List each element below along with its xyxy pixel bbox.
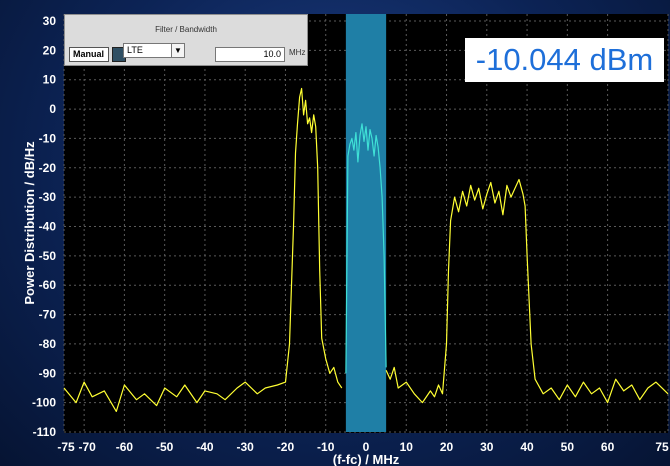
y-tick-label: -60 bbox=[39, 278, 57, 292]
y-tick-label: -90 bbox=[39, 366, 57, 380]
x-tick-label: -50 bbox=[156, 440, 174, 454]
x-tick-label: -20 bbox=[277, 440, 295, 454]
x-tick-label: 50 bbox=[561, 440, 575, 454]
x-tick-label: 75 bbox=[655, 440, 669, 454]
y-tick-label: -20 bbox=[39, 161, 57, 175]
x-tick-label: -60 bbox=[116, 440, 134, 454]
y-tick-label: -50 bbox=[39, 249, 57, 263]
filter-mode-value: LTE bbox=[127, 45, 143, 55]
manual-button[interactable]: Manual bbox=[69, 47, 109, 62]
x-tick-label: 40 bbox=[520, 440, 534, 454]
x-tick-label: 0 bbox=[363, 440, 370, 454]
channel-highlight-band bbox=[345, 14, 387, 432]
x-tick-label: -30 bbox=[237, 440, 255, 454]
bandwidth-unit-label: MHz bbox=[289, 48, 306, 57]
y-tick-label: -70 bbox=[39, 308, 57, 322]
channel-power-readout: -10.044 dBm bbox=[465, 38, 664, 82]
y-tick-label: 30 bbox=[43, 14, 57, 28]
chevron-down-icon[interactable]: ▼ bbox=[171, 44, 184, 57]
y-axis-label: Power Distribution / dB/Hz bbox=[22, 141, 37, 305]
y-tick-label: 0 bbox=[49, 102, 56, 116]
x-tick-label: 20 bbox=[440, 440, 454, 454]
bandwidth-input[interactable]: 10.0 bbox=[215, 47, 285, 62]
y-tick-label: 20 bbox=[43, 43, 57, 57]
y-tick-labels: 30 20 10 0 -10 -20 -30 -40 -50 -60 -70 -80 -90 -100 -1… bbox=[32, 14, 56, 439]
y-tick-label: -40 bbox=[39, 220, 57, 234]
series-line-3 bbox=[385, 178, 669, 404]
filter-panel-title: Filter / Bandwidth bbox=[155, 25, 217, 34]
series-line-2 bbox=[345, 123, 387, 374]
filter-mode-select[interactable]: LTE ▼ bbox=[123, 43, 185, 58]
y-tick-label: 10 bbox=[43, 73, 57, 87]
x-tick-label: 30 bbox=[480, 440, 494, 454]
y-tick-label: -100 bbox=[32, 396, 56, 410]
x-axis-label: (f-fc) / MHz bbox=[333, 452, 400, 466]
y-tick-label: -110 bbox=[33, 425, 57, 439]
x-tick-labels: -75 -70 -60 -50 -40 -30 -20 -10 0 10 20 30 40 50 60 75 bbox=[57, 440, 669, 454]
x-tick-label: -75 bbox=[57, 440, 75, 454]
y-tick-label: -10 bbox=[39, 131, 57, 145]
y-tick-label: -80 bbox=[39, 337, 57, 351]
y-tick-label: -30 bbox=[39, 190, 57, 204]
series-group bbox=[63, 87, 669, 412]
x-tick-label: -70 bbox=[78, 440, 96, 454]
filter-bandwidth-panel: Filter / Bandwidth Manual LTE ▼ 10.0 MHz bbox=[64, 14, 308, 66]
x-tick-label: -10 bbox=[317, 440, 335, 454]
x-tick-label: 10 bbox=[400, 440, 414, 454]
x-tick-label: 60 bbox=[601, 440, 615, 454]
series-line-1 bbox=[63, 87, 343, 412]
x-tick-label: -40 bbox=[196, 440, 214, 454]
